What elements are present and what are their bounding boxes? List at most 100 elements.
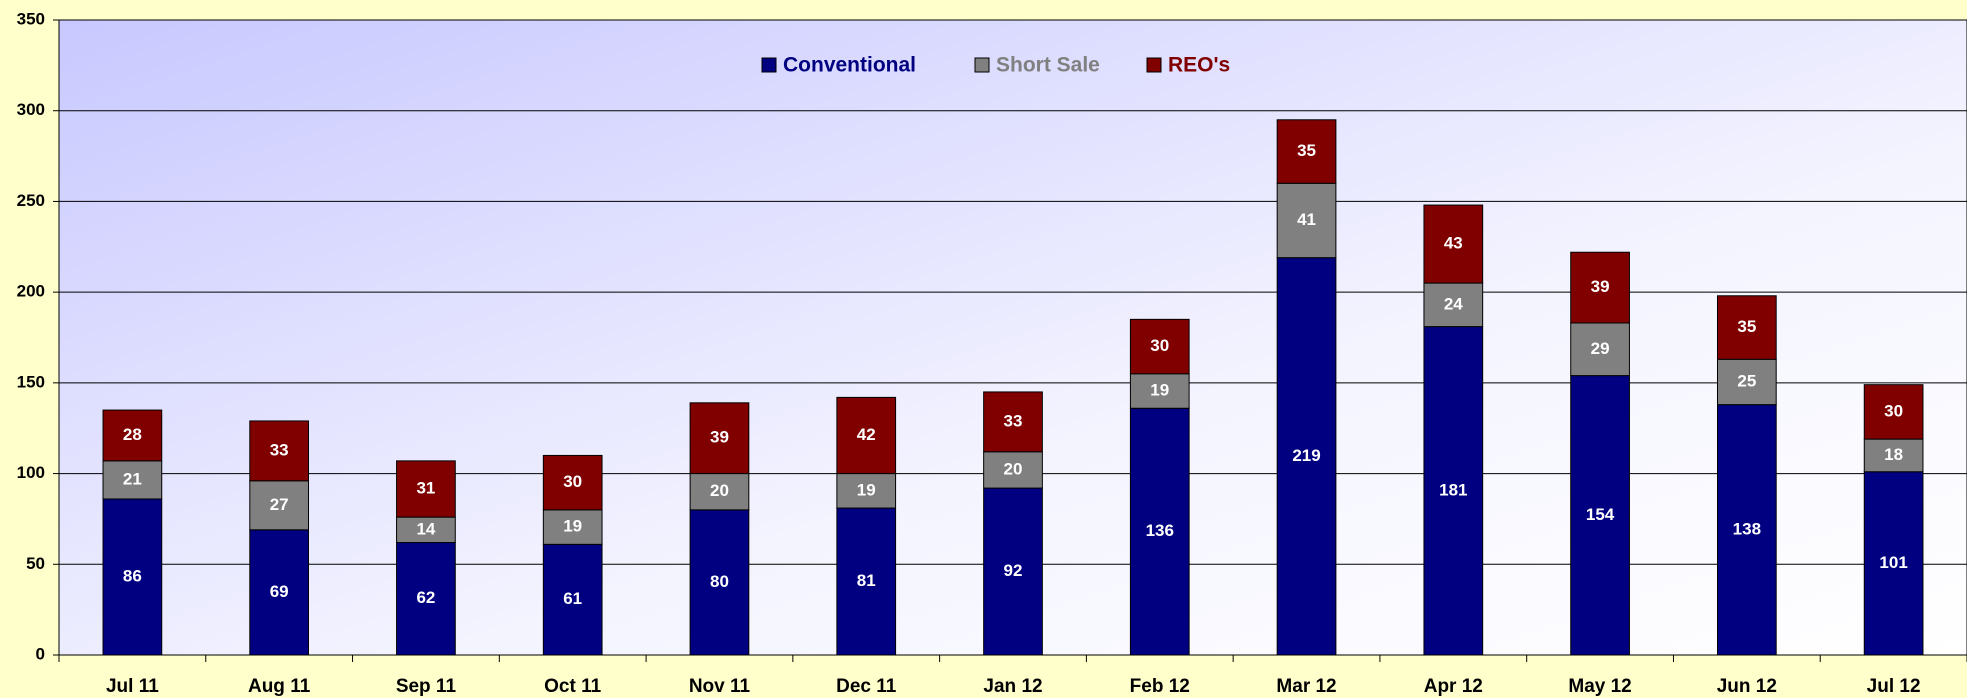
data-label: 20 xyxy=(1004,459,1023,478)
data-label: 92 xyxy=(1004,561,1023,580)
x-tick-label: Feb 12 xyxy=(1130,676,1190,697)
x-tick-label: Apr 12 xyxy=(1424,676,1483,697)
data-label: 30 xyxy=(1884,401,1903,420)
y-tick-label: 50 xyxy=(26,554,45,573)
bar-segment xyxy=(1129,373,1190,409)
y-tick-label: 150 xyxy=(17,372,45,391)
data-label: 25 xyxy=(1737,371,1756,390)
x-tick-label: Jun 12 xyxy=(1717,676,1777,697)
bar-segment xyxy=(1716,404,1777,656)
bar-segment xyxy=(1863,438,1924,473)
bar-segment xyxy=(1716,295,1777,360)
bar-segment xyxy=(689,473,750,511)
y-tick-label: 350 xyxy=(17,9,45,28)
legend-swatch xyxy=(1146,57,1162,73)
data-label: 219 xyxy=(1292,446,1320,465)
data-label: 81 xyxy=(857,571,876,590)
data-label: 86 xyxy=(123,566,142,585)
x-tick-label: Oct 11 xyxy=(544,676,601,697)
data-label: 39 xyxy=(1591,277,1610,296)
legend-swatch xyxy=(974,57,990,73)
bar-segment xyxy=(1423,204,1484,284)
bar-segment xyxy=(1716,358,1777,406)
data-label: 80 xyxy=(710,572,729,591)
data-label: 19 xyxy=(563,517,582,536)
data-label: 39 xyxy=(710,428,729,447)
x-tick-label: Jul 12 xyxy=(1867,676,1921,697)
data-label: 24 xyxy=(1444,294,1463,313)
y-tick-label: 100 xyxy=(17,463,45,482)
bar-segment xyxy=(542,454,603,511)
bar-segment xyxy=(1570,375,1630,656)
bar-segment xyxy=(983,451,1043,489)
data-label: 19 xyxy=(857,480,876,499)
legend-label: Conventional xyxy=(783,54,916,77)
bar-segment xyxy=(249,420,310,482)
legend-swatch xyxy=(761,57,777,73)
x-tick-label: Sep 11 xyxy=(396,676,457,697)
y-tick-label: 0 xyxy=(36,644,45,663)
data-label: 101 xyxy=(1879,553,1907,572)
x-tick-label: Mar 12 xyxy=(1276,676,1336,697)
bar-segment xyxy=(1276,257,1337,656)
bar-segment xyxy=(836,507,897,656)
data-label: 181 xyxy=(1439,480,1467,499)
bar-segment xyxy=(542,509,603,545)
data-label: 18 xyxy=(1884,445,1903,464)
bar-segment xyxy=(249,529,310,656)
data-label: 20 xyxy=(710,481,729,500)
bar-segment xyxy=(1423,326,1484,656)
y-tick-label: 200 xyxy=(17,282,45,301)
bar-segment xyxy=(836,473,897,509)
bar-segment xyxy=(1276,119,1337,184)
bar-segment xyxy=(1276,182,1337,259)
y-tick-label: 300 xyxy=(17,100,45,119)
x-tick-label: Nov 11 xyxy=(689,676,751,697)
data-label: 138 xyxy=(1733,519,1761,538)
bar-segment xyxy=(836,396,897,475)
bar-segment xyxy=(249,480,310,531)
bar-segment xyxy=(1129,318,1190,375)
data-label: 35 xyxy=(1737,317,1756,336)
bar-segment xyxy=(396,542,456,656)
bar-segment xyxy=(102,460,163,500)
x-tick-label: Jan 12 xyxy=(983,676,1042,697)
bar-segment xyxy=(983,487,1043,656)
x-tick-label: May 12 xyxy=(1568,676,1631,697)
data-label: 35 xyxy=(1297,141,1316,160)
data-label: 69 xyxy=(270,582,289,601)
x-tick-label: Dec 11 xyxy=(836,676,897,697)
data-label: 43 xyxy=(1444,234,1463,253)
bar-segment xyxy=(396,460,456,518)
data-label: 41 xyxy=(1297,210,1316,229)
data-label: 28 xyxy=(123,425,142,444)
data-label: 30 xyxy=(563,472,582,491)
x-tick-label: Aug 11 xyxy=(248,676,311,697)
bar-segment xyxy=(1129,407,1190,656)
data-label: 33 xyxy=(1004,411,1023,430)
bar-segment xyxy=(1423,282,1484,328)
data-label: 21 xyxy=(123,469,142,488)
bar-segment xyxy=(102,409,163,462)
data-label: 29 xyxy=(1591,339,1610,358)
bar-segment xyxy=(689,402,750,475)
bar-segment xyxy=(1863,384,1924,440)
data-label: 136 xyxy=(1146,521,1174,540)
bar-segment xyxy=(542,543,603,656)
legend-label: Short Sale xyxy=(996,54,1100,77)
data-label: 61 xyxy=(563,589,582,608)
data-label: 62 xyxy=(416,588,435,607)
bar-segment xyxy=(983,391,1043,453)
bar-segment xyxy=(1570,251,1630,324)
bar-segment xyxy=(102,498,163,656)
data-label: 14 xyxy=(416,519,435,538)
data-label: 27 xyxy=(270,495,289,514)
data-label: 30 xyxy=(1150,336,1169,355)
data-label: 19 xyxy=(1150,381,1169,400)
data-label: 33 xyxy=(270,440,289,459)
data-label: 154 xyxy=(1586,505,1615,524)
data-label: 31 xyxy=(416,478,435,497)
data-label: 42 xyxy=(857,425,876,444)
x-tick-label: Jul 11 xyxy=(106,676,159,697)
